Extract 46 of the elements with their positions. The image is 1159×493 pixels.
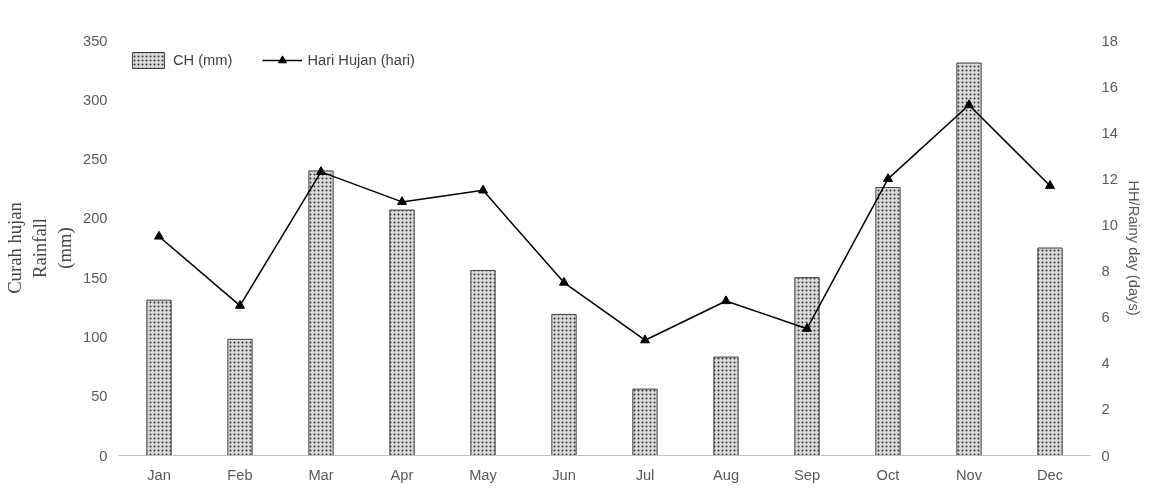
y-tick-label: 50 bbox=[91, 388, 108, 405]
y-tick-label: 200 bbox=[83, 210, 108, 227]
legend-label: CH (mm) bbox=[173, 52, 233, 68]
y-tick-label: 100 bbox=[83, 328, 108, 345]
x-tick-label: Aug bbox=[712, 466, 740, 483]
point bbox=[721, 295, 731, 305]
point bbox=[559, 276, 569, 286]
x-tick-label: Feb bbox=[227, 466, 253, 483]
x-tick-label: Jun bbox=[552, 466, 576, 483]
y-tick-label: 250 bbox=[83, 151, 108, 168]
point bbox=[883, 173, 893, 182]
y2-tick-label: 10 bbox=[1101, 216, 1118, 233]
point bbox=[640, 334, 650, 344]
x-tick-label: Apr bbox=[390, 466, 414, 483]
x-tick-label: Oct bbox=[876, 466, 900, 483]
y-tick-label: 350 bbox=[83, 32, 108, 49]
point bbox=[154, 230, 164, 240]
y2-tick-label: 14 bbox=[1101, 124, 1118, 141]
point bbox=[1045, 180, 1055, 189]
y2-tick-label: 18 bbox=[1101, 32, 1118, 49]
y-axis-title: Curah hujan Rainfall (mm) bbox=[3, 201, 77, 294]
point bbox=[478, 184, 488, 194]
x-tick-label: Sep bbox=[793, 466, 821, 483]
point bbox=[316, 166, 326, 176]
y2-tick-label: 16 bbox=[1101, 78, 1118, 95]
x-tick-label: May bbox=[469, 466, 498, 483]
legend-label: Hari Hujan (hari) bbox=[307, 52, 415, 68]
y-tick-label: 0 bbox=[99, 447, 108, 464]
y2-tick-label: 0 bbox=[1101, 447, 1110, 464]
y2-tick-label: 12 bbox=[1101, 170, 1118, 187]
y-tick-label: 150 bbox=[83, 269, 108, 286]
point bbox=[397, 196, 407, 205]
x-tick-label: Dec bbox=[1036, 466, 1064, 483]
point bbox=[235, 299, 245, 309]
point bbox=[964, 99, 974, 109]
y-tick-label: 300 bbox=[83, 91, 108, 108]
y2-tick-label: 4 bbox=[1101, 355, 1110, 372]
x-tick-label: Jul bbox=[635, 466, 655, 483]
y2-tick-label: 6 bbox=[1101, 309, 1110, 326]
x-tick-label: Jan bbox=[147, 466, 171, 483]
y2-tick-label: 2 bbox=[1101, 401, 1110, 418]
x-tick-label: Mar bbox=[308, 466, 334, 483]
y2-axis-title: HH/Rainy day (days) bbox=[1125, 180, 1142, 316]
point bbox=[802, 323, 812, 332]
x-tick-label: Nov bbox=[955, 466, 983, 483]
y2-tick-label: 8 bbox=[1101, 263, 1110, 280]
